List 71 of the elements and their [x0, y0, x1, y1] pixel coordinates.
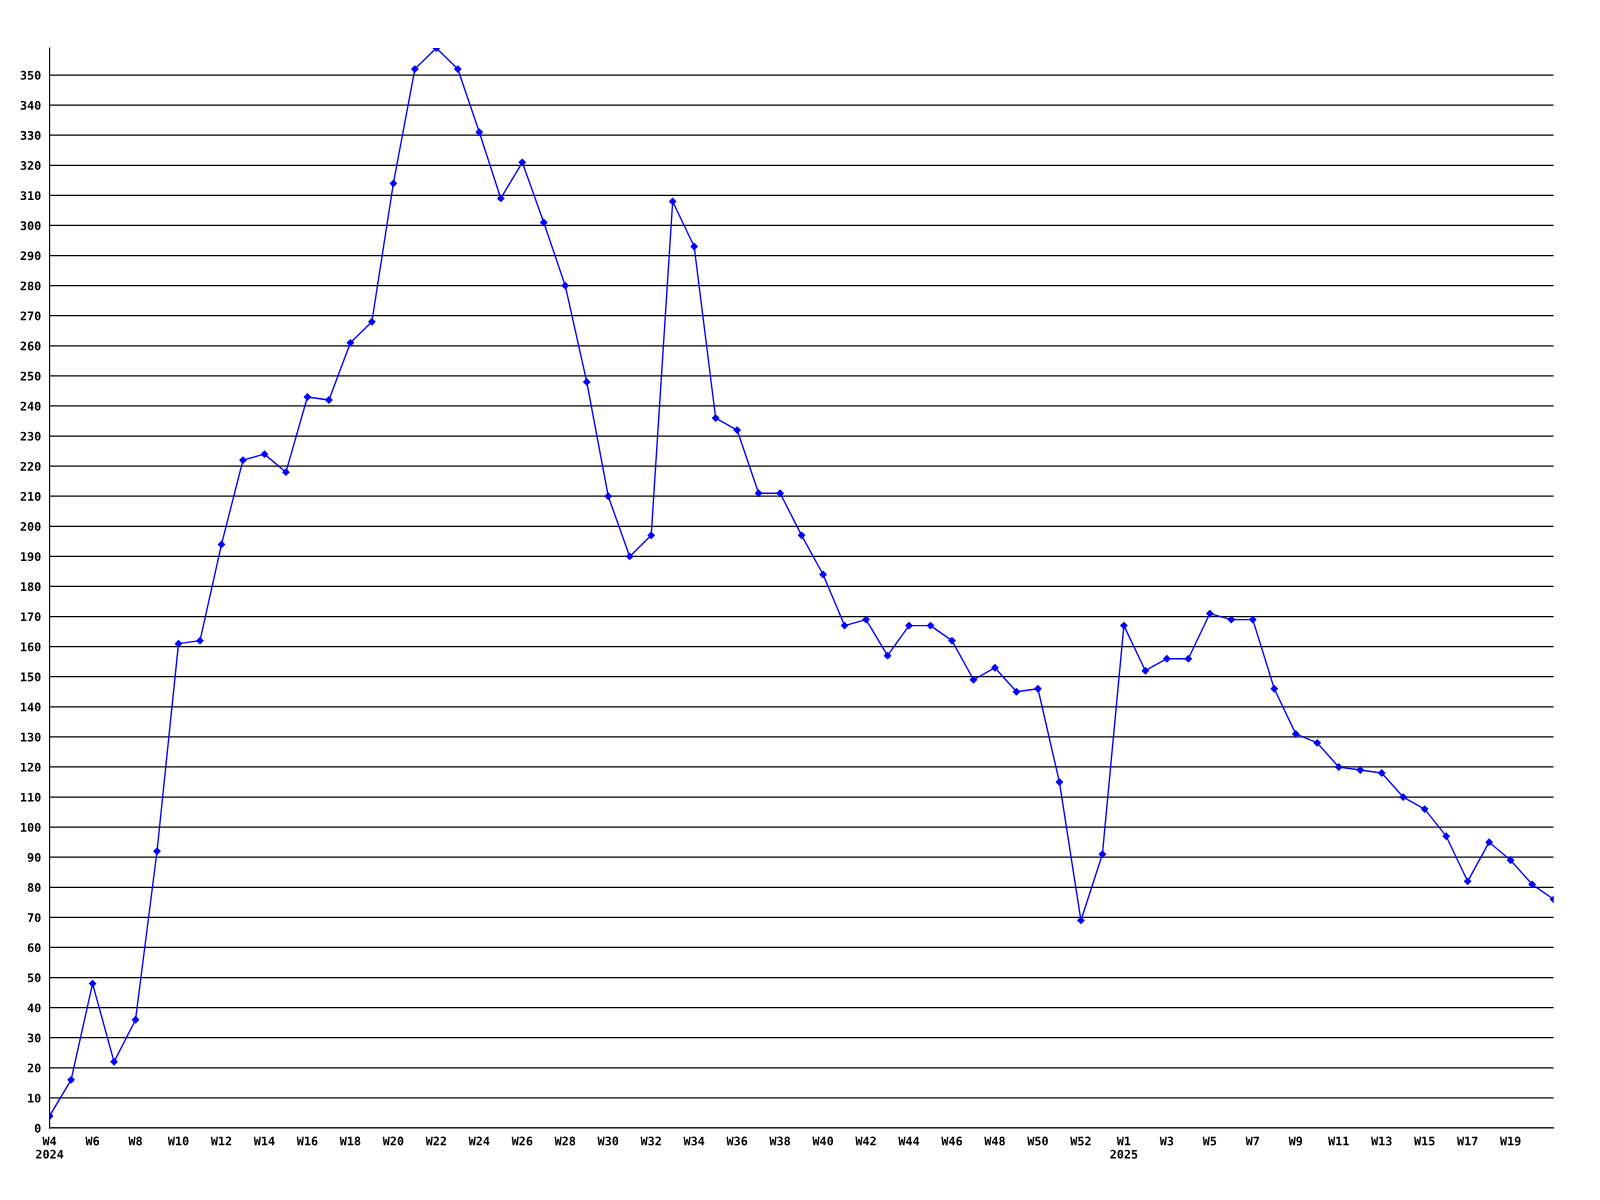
y-tick-label: 200: [20, 522, 41, 531]
y-tick-label: 210: [20, 491, 41, 501]
y-tick-label: 20: [27, 1063, 41, 1073]
x-tick-label: W6: [85, 1136, 100, 1146]
y-tick-label: 190: [21, 552, 41, 562]
x-tick-label: W46: [941, 1136, 963, 1146]
y-tick-label: 140: [21, 702, 41, 712]
x-tick-label: W24: [468, 1136, 490, 1146]
x-tick-label: W48: [984, 1136, 1005, 1146]
y-tick-label: 170: [21, 612, 41, 622]
x-tick-label: W18: [339, 1136, 361, 1146]
y-tick-label: 240: [20, 401, 41, 411]
y-tick-label: 180: [21, 582, 41, 592]
y-tick-label: 130: [21, 732, 41, 742]
x-tick-label: W20: [382, 1136, 404, 1146]
x-tick-label: W1 2025: [1110, 1136, 1138, 1159]
x-tick-label: W30: [597, 1136, 619, 1146]
x-tick-label: W36: [726, 1136, 748, 1146]
x-tick-label: W17: [1457, 1136, 1478, 1146]
x-tick-label: W8: [128, 1136, 142, 1146]
x-tick-label: W38: [769, 1136, 791, 1146]
x-tick-label: W11: [1328, 1136, 1349, 1146]
x-tick-label: W34: [683, 1136, 705, 1146]
y-tick-label: 50: [27, 973, 41, 983]
y-tick-label: 310: [20, 191, 41, 201]
x-tick-label: W16: [296, 1136, 318, 1146]
y-tick-label: 0: [34, 1123, 41, 1133]
x-tick-label: W15: [1414, 1136, 1435, 1146]
y-tick-label: 320: [20, 161, 41, 170]
x-tick-label: W40: [812, 1136, 834, 1146]
y-tick-label: 40: [27, 1003, 41, 1013]
x-tick-label: W50: [1027, 1136, 1048, 1146]
x-tick-label: W44: [898, 1136, 920, 1146]
x-tick-label: W28: [554, 1136, 576, 1146]
y-tick-label: 220: [20, 461, 41, 471]
y-tick-label: 290: [20, 251, 41, 261]
y-tick-label: 10: [28, 1093, 41, 1103]
x-tick-label: W26: [511, 1136, 533, 1146]
x-tick-label: W12: [210, 1136, 232, 1146]
y-tick-label: 330: [20, 130, 41, 140]
y-tick-label: 60: [27, 943, 41, 953]
y-tick-label: 110: [21, 792, 41, 802]
y-tick-label: 90: [27, 852, 41, 862]
x-tick-label: W5: [1202, 1136, 1217, 1146]
y-tick-label: 340: [20, 100, 41, 110]
y-tick-label: 150: [21, 672, 41, 682]
y-tick-label: 70: [27, 913, 41, 923]
y-tick-label: 30: [27, 1033, 41, 1043]
y-tick-label: 160: [21, 642, 41, 652]
y-tick-label: 280: [20, 281, 41, 291]
y-tick-label: 260: [20, 341, 41, 351]
x-tick-label: W52: [1070, 1136, 1091, 1146]
x-tick-label: W13: [1371, 1136, 1392, 1146]
y-tick-label: 120: [21, 762, 41, 772]
x-tick-label: W3: [1159, 1136, 1174, 1146]
x-tick-label: W22: [425, 1136, 447, 1146]
x-tick-label: W19: [1499, 1136, 1521, 1146]
y-tick-label: 80: [27, 883, 41, 892]
y-tick-label: 230: [20, 431, 41, 441]
x-tick-label: W14: [253, 1136, 275, 1146]
x-tick-label: W10: [167, 1136, 189, 1146]
x-tick-label: W7: [1245, 1136, 1260, 1146]
y-tick-label: 250: [20, 371, 41, 381]
x-tick-label: W42: [855, 1136, 876, 1146]
x-tick-label: W9: [1288, 1136, 1303, 1146]
y-tick-label: 270: [20, 311, 41, 321]
x-tick-label: W4 2024: [36, 1136, 64, 1159]
y-tick-label: 350: [20, 70, 41, 80]
y-tick-label: 100: [21, 822, 41, 832]
x-tick-label: W32: [640, 1136, 661, 1146]
y-tick-label: 300: [20, 221, 41, 231]
